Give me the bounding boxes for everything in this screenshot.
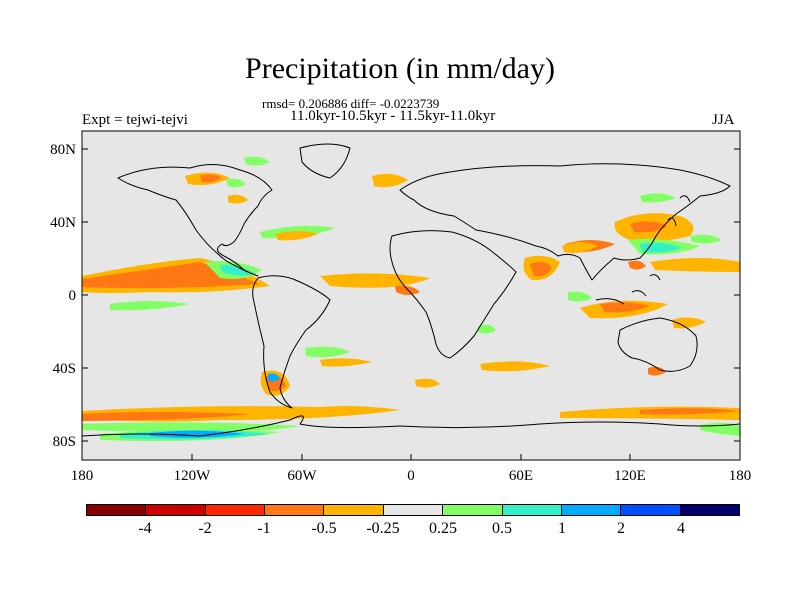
- season-label: JJA: [712, 112, 735, 128]
- colorbar-cell: [265, 505, 325, 515]
- anomaly-region: [640, 408, 740, 415]
- colorbar-label: 0.5: [492, 520, 512, 537]
- x-tick-label: 60E: [509, 468, 533, 484]
- anomaly-field: [82, 156, 740, 441]
- colorbar-label: -1: [257, 520, 271, 537]
- x-tick-label: 180: [729, 468, 752, 484]
- x-tick-label: 120E: [614, 468, 646, 484]
- anomaly-region: [372, 173, 408, 188]
- x-tick-labels: 180 120W 60W 0 60E 120E 180: [71, 468, 752, 484]
- y-tick-label: 40S: [53, 361, 76, 377]
- y-axis-ticks: [82, 148, 740, 442]
- anomaly-region: [568, 291, 592, 302]
- coastline-greenland: [299, 143, 351, 179]
- colorbar-cell: [621, 505, 681, 515]
- colorbar-cell: [561, 505, 622, 515]
- anomaly-region: [628, 260, 646, 270]
- plot-title: Precipitation (in mm/day): [245, 52, 555, 85]
- y-tick-labels: 80N 40N 0 40S 80S: [50, 142, 76, 450]
- colorbar-cell: [146, 505, 206, 515]
- anomaly-region: [600, 302, 650, 313]
- coastlines: [82, 143, 740, 437]
- anomaly-region: [395, 285, 420, 295]
- anomaly-region: [275, 231, 318, 241]
- x-tick-label: 0: [407, 468, 415, 484]
- anomaly-region: [305, 346, 350, 358]
- period-subtitle: 11.0kyr-10.5kyr - 11.5kyr-11.0kyr: [290, 108, 496, 124]
- anomaly-region: [648, 366, 666, 376]
- coastline-australia: [617, 317, 698, 372]
- x-tick-label: 120W: [174, 468, 212, 484]
- y-tick-label: 80N: [50, 142, 76, 158]
- coastline-north-america: [117, 164, 273, 277]
- coastline-antarctica: [82, 415, 740, 437]
- colorbar-label: -0.25: [366, 520, 400, 537]
- coastline-africa: [389, 230, 517, 359]
- colorbar-cell: [324, 505, 384, 515]
- y-tick-label: 80S: [53, 434, 76, 450]
- anomaly-region: [562, 242, 598, 254]
- anomaly-region: [320, 358, 372, 367]
- anomaly-region: [478, 324, 496, 334]
- colorbar-cell: [680, 505, 739, 515]
- anomaly-region: [672, 317, 706, 329]
- colorbar-label: 2: [617, 520, 625, 537]
- x-tick-label: 60W: [287, 468, 317, 484]
- anomaly-region: [82, 412, 250, 421]
- colorbar-cell: [205, 505, 266, 515]
- colorbar: [86, 504, 740, 516]
- x-tick-label: 180: [71, 468, 94, 484]
- anomaly-region: [200, 174, 222, 183]
- coastline-south-america: [252, 275, 331, 409]
- colorbar-label: 0.25: [429, 520, 457, 537]
- anomaly-region: [530, 261, 552, 277]
- colorbar-label: -4: [138, 520, 152, 537]
- coastline-islands: [595, 195, 691, 305]
- anomaly-region: [268, 373, 280, 382]
- y-tick-label: 40N: [50, 215, 76, 231]
- colorbar-label: 1: [558, 520, 566, 537]
- anomaly-region: [244, 156, 270, 166]
- anomaly-region: [150, 430, 245, 438]
- experiment-label: Expt = tejwi-tejvi: [82, 112, 188, 128]
- anomaly-region: [640, 193, 676, 203]
- colorbar-cell: [383, 505, 444, 515]
- coastline-eurasia: [399, 163, 731, 281]
- anomaly-region: [415, 378, 440, 388]
- anomaly-region: [220, 264, 256, 276]
- y-tick-label: 0: [69, 288, 77, 304]
- map-background: [82, 131, 740, 460]
- colorbar-label: -2: [198, 520, 212, 537]
- colorbar-label: -0.5: [311, 520, 337, 537]
- anomaly-region: [650, 258, 740, 272]
- anomaly-region: [630, 221, 668, 233]
- colorbar-cell: [502, 505, 562, 515]
- anomaly-region: [110, 301, 190, 311]
- anomaly-region: [690, 234, 722, 244]
- colorbar-cell: [443, 505, 503, 515]
- colorbar-cell: [87, 505, 147, 515]
- statistics-subtitle: rmsd= 0.206886 diff= -0.0223739: [262, 96, 440, 111]
- x-axis-ticks: [81, 454, 741, 460]
- anomaly-region: [480, 361, 550, 372]
- colorbar-label: 4: [677, 520, 685, 537]
- anomaly-region: [228, 194, 248, 204]
- anomaly-region: [226, 178, 246, 188]
